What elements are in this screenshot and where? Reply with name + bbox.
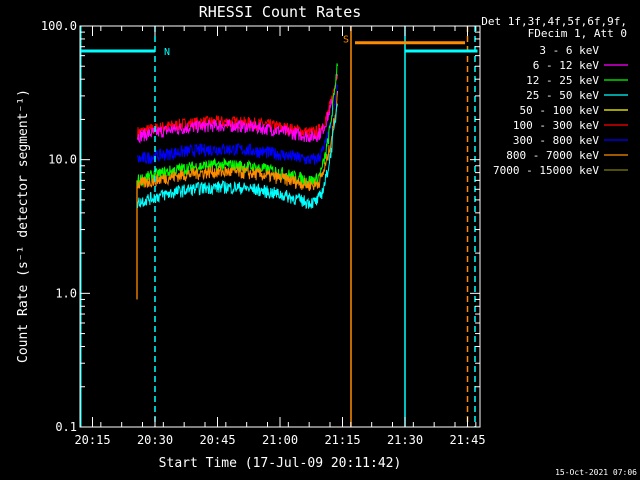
x-tick-label: 20:15 <box>74 433 110 447</box>
x-tick-label: 21:15 <box>324 433 360 447</box>
annotation-layer: NS <box>80 26 478 427</box>
x-tick-label: 21:30 <box>387 433 423 447</box>
x-axis-label: Start Time (17-Jul-09 20:11:42) <box>159 456 402 471</box>
legend-label: 100 - 300 keV <box>513 119 599 132</box>
footer-date: 15-Oct-2021 07:06 <box>555 468 637 477</box>
annotation-label: N <box>164 47 170 58</box>
y-axis: 0.1 1.0 10.0 100.0 <box>41 19 480 434</box>
legend-label: 50 - 100 keV <box>520 104 600 117</box>
y-tick-label: 0.1 <box>55 420 77 434</box>
x-tick-label: 20:30 <box>137 433 173 447</box>
x-tick-label: 21:00 <box>262 433 298 447</box>
plot-frame <box>79 25 481 428</box>
x-axis: 20:15 20:30 20:45 21:00 21:15 21:30 21:45 <box>74 26 486 447</box>
series-layer <box>136 63 338 300</box>
legend-header: Det 1f,3f,4f,5f,6f,9f, <box>481 15 627 28</box>
y-tick-label: 10.0 <box>48 153 77 167</box>
x-tick-label: 20:45 <box>199 433 235 447</box>
legend-header: FDecim 1, Att 0 <box>528 27 627 40</box>
annotation-label: S <box>343 35 349 46</box>
legend-label: 3 - 6 keV <box>539 44 599 57</box>
series-line <box>137 72 338 144</box>
legend-label: 7000 - 15000 keV <box>493 164 599 177</box>
series-line <box>137 103 338 210</box>
legend-label: 25 - 50 keV <box>526 89 599 102</box>
legend-label: 12 - 25 keV <box>526 74 599 87</box>
chart-title: RHESSI Count Rates <box>199 3 362 21</box>
series-line <box>137 84 338 166</box>
y-tick-label: 1.0 <box>55 286 77 300</box>
y-tick-label: 100.0 <box>41 19 77 33</box>
legend-label: 800 - 7000 keV <box>506 149 599 162</box>
series-line <box>137 90 338 192</box>
legend-label: 300 - 800 keV <box>513 134 599 147</box>
x-tick-label: 21:45 <box>449 433 485 447</box>
y-axis-label: Count Rate (s⁻¹ detector segment⁻¹) <box>16 89 31 363</box>
legend-label: 6 - 12 keV <box>533 59 600 72</box>
legend: Det 1f,3f,4f,5f,6f,9f,FDecim 1, Att 0 3 -… <box>481 15 628 177</box>
